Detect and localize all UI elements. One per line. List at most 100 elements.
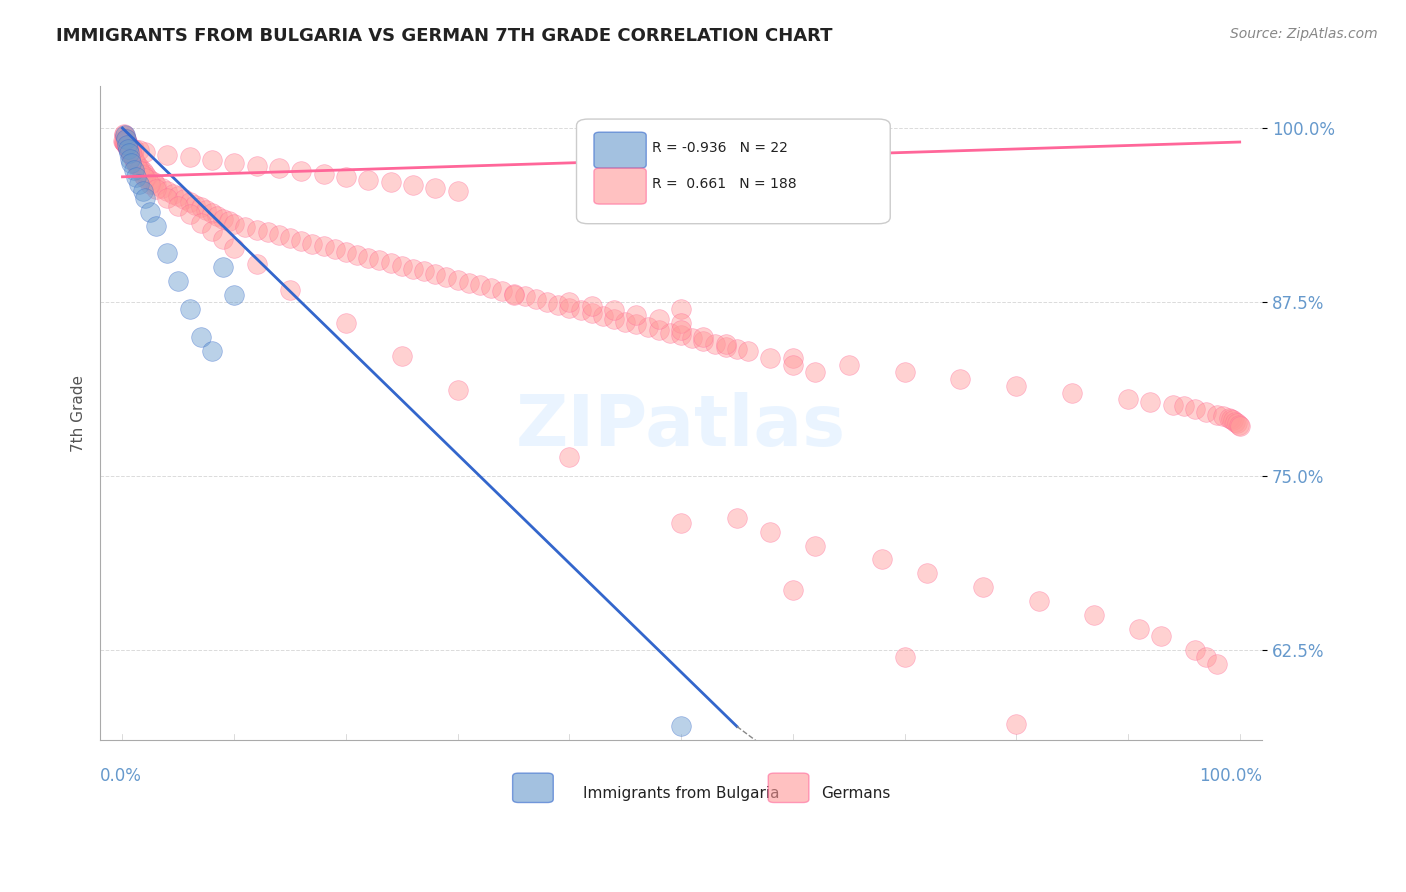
Point bbox=[112, 135, 135, 149]
Point bbox=[114, 129, 136, 144]
Point bbox=[1005, 716, 1028, 731]
Point bbox=[201, 206, 224, 220]
Point bbox=[224, 217, 246, 231]
Point bbox=[125, 156, 148, 170]
Point bbox=[150, 181, 173, 195]
Point bbox=[603, 311, 626, 326]
Point bbox=[1229, 418, 1251, 433]
Point bbox=[402, 261, 425, 276]
Point bbox=[120, 146, 142, 161]
Point bbox=[446, 383, 468, 397]
Point bbox=[118, 142, 141, 156]
Point bbox=[179, 194, 201, 209]
FancyBboxPatch shape bbox=[593, 168, 647, 204]
Point bbox=[145, 182, 167, 196]
Point bbox=[581, 299, 603, 313]
Point bbox=[1083, 608, 1105, 623]
Point bbox=[121, 149, 143, 163]
Point bbox=[413, 264, 436, 278]
Point bbox=[278, 231, 301, 245]
Point bbox=[536, 295, 558, 310]
Point bbox=[224, 241, 246, 255]
Point bbox=[782, 583, 804, 598]
Point bbox=[893, 649, 915, 664]
Point bbox=[114, 132, 136, 146]
Point bbox=[335, 169, 357, 184]
Point bbox=[626, 318, 648, 332]
Point bbox=[120, 152, 142, 166]
Point bbox=[114, 136, 136, 151]
Point bbox=[637, 320, 659, 334]
Point bbox=[1195, 649, 1218, 664]
Point bbox=[245, 159, 267, 173]
Text: 100.0%: 100.0% bbox=[1199, 766, 1263, 785]
Point bbox=[1150, 629, 1173, 643]
Point bbox=[301, 236, 323, 251]
Point bbox=[167, 199, 190, 213]
Point bbox=[1218, 410, 1240, 425]
Point bbox=[1229, 857, 1251, 871]
Point bbox=[1184, 643, 1206, 657]
Point bbox=[179, 207, 201, 221]
Point bbox=[156, 246, 179, 260]
Point bbox=[547, 298, 569, 312]
Point bbox=[134, 145, 156, 159]
FancyBboxPatch shape bbox=[593, 132, 647, 168]
Point bbox=[190, 201, 212, 215]
Point bbox=[115, 139, 138, 153]
Point bbox=[479, 281, 502, 295]
Point bbox=[120, 144, 142, 158]
Text: Immigrants from Bulgaria: Immigrants from Bulgaria bbox=[583, 786, 779, 801]
Point bbox=[391, 259, 413, 273]
Point bbox=[669, 301, 692, 316]
Point bbox=[134, 191, 156, 205]
Point bbox=[648, 323, 671, 337]
FancyBboxPatch shape bbox=[513, 773, 554, 803]
Point bbox=[581, 306, 603, 320]
Point bbox=[290, 164, 312, 178]
Point bbox=[128, 177, 150, 191]
Point bbox=[125, 169, 148, 184]
Point bbox=[1161, 398, 1184, 412]
Point bbox=[893, 365, 915, 379]
Point bbox=[134, 167, 156, 181]
Text: Germans: Germans bbox=[821, 786, 890, 801]
Point bbox=[692, 334, 714, 348]
Point bbox=[558, 301, 581, 315]
Point bbox=[290, 234, 312, 248]
Point bbox=[267, 228, 290, 243]
Point bbox=[1028, 594, 1050, 608]
Point bbox=[725, 343, 748, 357]
Text: Source: ZipAtlas.com: Source: ZipAtlas.com bbox=[1230, 27, 1378, 41]
Point bbox=[1062, 385, 1084, 400]
Point bbox=[118, 139, 141, 153]
Point bbox=[838, 358, 860, 372]
Point bbox=[669, 316, 692, 330]
Text: R =  0.661   N = 188: R = 0.661 N = 188 bbox=[652, 178, 797, 192]
Point bbox=[669, 719, 692, 733]
Point bbox=[117, 137, 139, 152]
Point bbox=[278, 283, 301, 297]
Point bbox=[114, 128, 136, 142]
Point bbox=[201, 153, 224, 167]
Point bbox=[195, 203, 218, 218]
Point bbox=[117, 139, 139, 153]
Text: R = -0.936   N = 22: R = -0.936 N = 22 bbox=[652, 142, 787, 155]
Point bbox=[558, 295, 581, 310]
Point bbox=[681, 331, 703, 345]
Point bbox=[804, 365, 827, 379]
Point bbox=[190, 216, 212, 230]
Point bbox=[446, 273, 468, 287]
Point bbox=[1218, 843, 1240, 857]
Point bbox=[312, 239, 335, 253]
Point bbox=[714, 336, 737, 351]
Point bbox=[1206, 657, 1229, 671]
Point bbox=[425, 181, 447, 195]
Point bbox=[468, 278, 491, 293]
Point bbox=[669, 328, 692, 343]
Point bbox=[212, 211, 235, 226]
Point bbox=[114, 136, 136, 151]
Point bbox=[335, 316, 357, 330]
Point bbox=[136, 169, 159, 184]
Point bbox=[323, 242, 346, 256]
